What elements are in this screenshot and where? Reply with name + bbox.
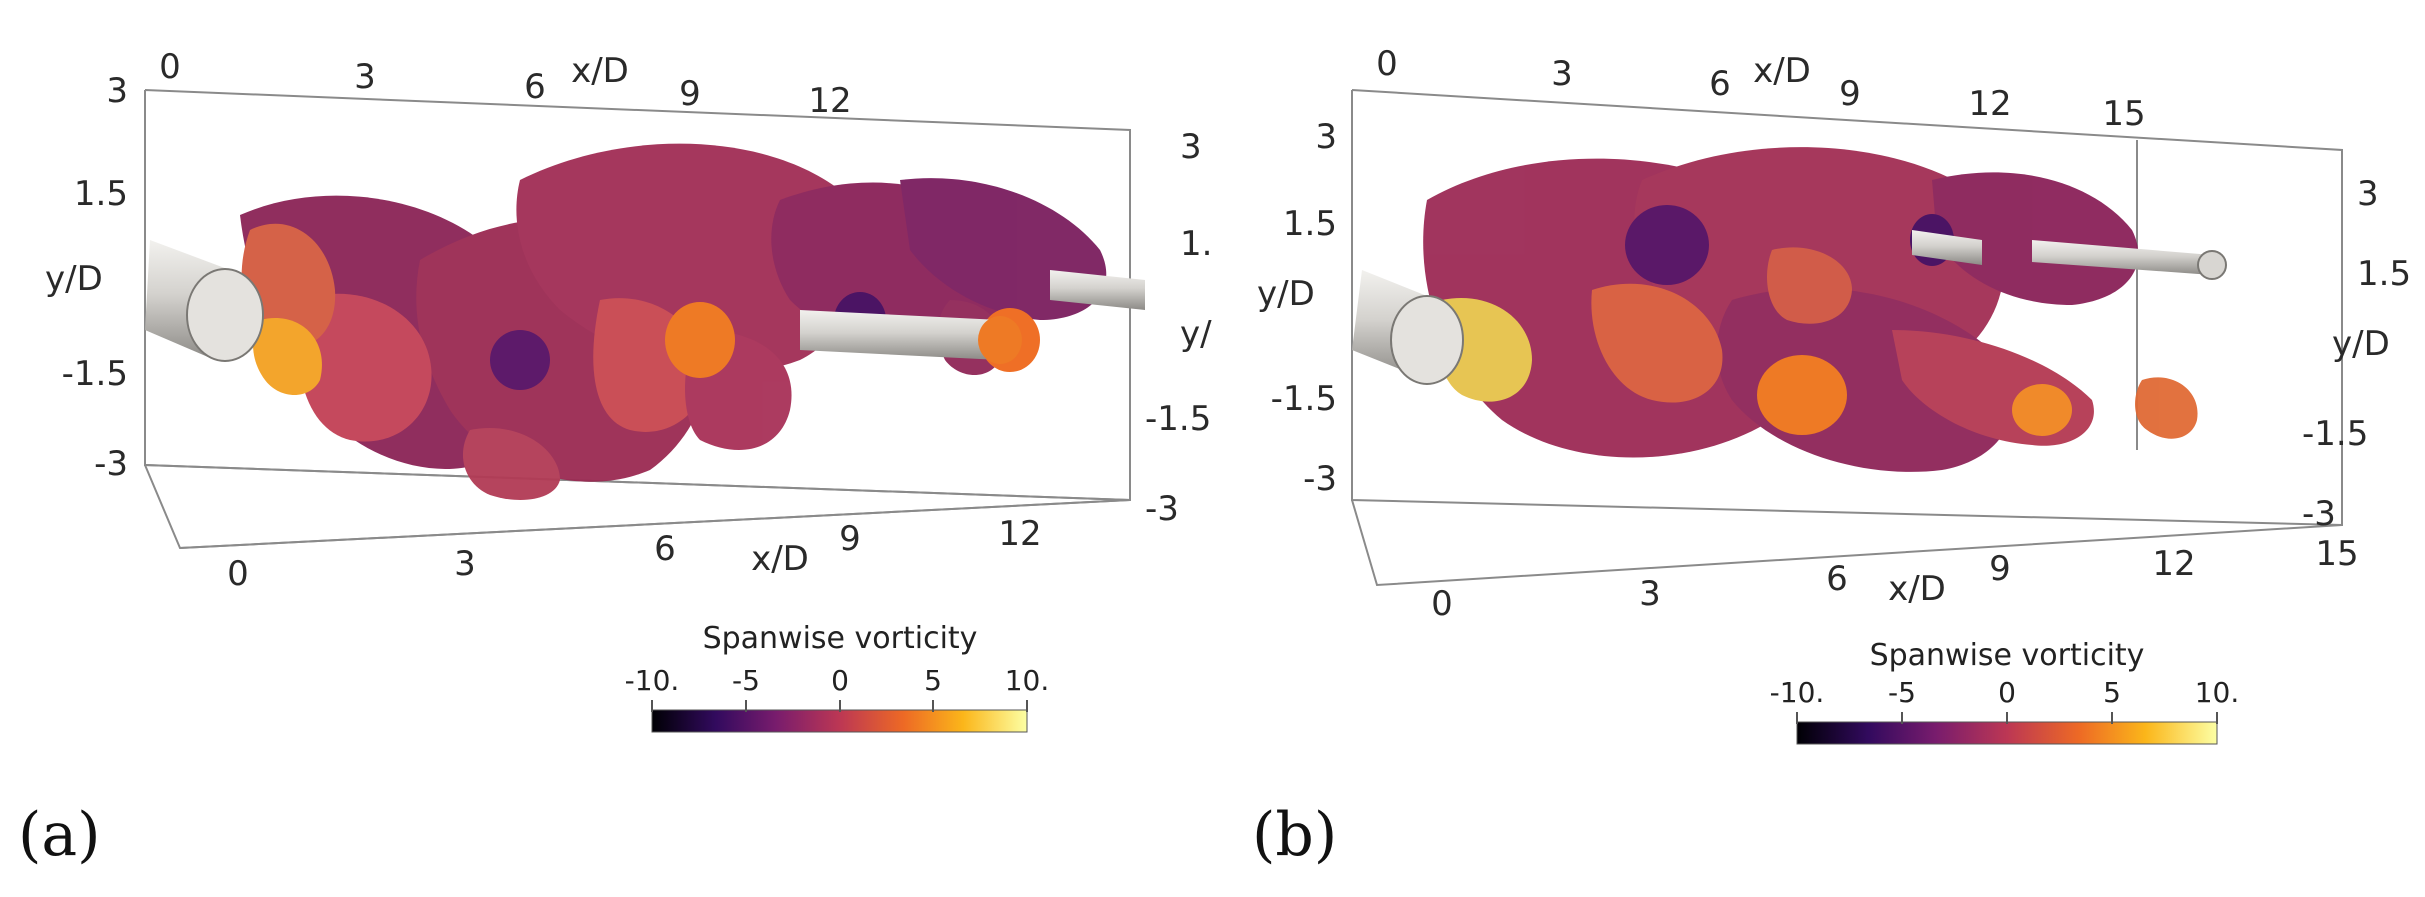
x-tick-top: 15 bbox=[2102, 94, 2145, 134]
x-tick-top: 6 bbox=[524, 67, 546, 107]
y-tick-left: -1.5 bbox=[62, 354, 128, 394]
x-ticks-top: 0 3 6 9 12 15 x/D bbox=[1376, 44, 2145, 134]
x-tick-top: 12 bbox=[1968, 84, 2011, 124]
y-tick-left: -3 bbox=[1303, 459, 1337, 499]
x-ticks-bottom: 0 3 6 9 12 x/D bbox=[227, 514, 1041, 594]
y-axis-label-left: y/D bbox=[1257, 274, 1315, 314]
colorbar-title: Spanwise vorticity bbox=[703, 621, 978, 656]
colorbar: Spanwise vorticity -10. -5 0 5 10. bbox=[1770, 638, 2240, 745]
x-tick-bottom: 0 bbox=[227, 554, 249, 594]
y-axis-label-right: y/D bbox=[1180, 314, 1212, 354]
x-tick-bottom: 3 bbox=[454, 544, 476, 584]
x-tick-bottom: 9 bbox=[1989, 549, 2011, 589]
colorbar-tick: -5 bbox=[1888, 676, 1916, 709]
x-tick-top: 3 bbox=[354, 57, 376, 97]
y-tick-right: 3 bbox=[1180, 127, 1202, 167]
x-axis-label-top: x/D bbox=[571, 51, 629, 91]
y-ticks-right: 3 1.5 -1.5 -3 y/D bbox=[1145, 127, 1212, 529]
panel-b-figure: 0 3 6 9 12 15 x/D 0 3 6 9 12 15 x/D 3 1.… bbox=[1257, 44, 2411, 745]
x-tick-bottom: 15 bbox=[2315, 534, 2358, 574]
panel-b: 0 3 6 9 12 15 x/D 0 3 6 9 12 15 x/D 3 1.… bbox=[1212, 0, 2425, 897]
colorbar-title: Spanwise vorticity bbox=[1870, 638, 2145, 673]
y-ticks-left: 3 1.5 -1.5 -3 y/D bbox=[1257, 117, 1337, 499]
colorbar-tick: 0 bbox=[1998, 676, 2016, 709]
colorbar-tick: -5 bbox=[732, 664, 760, 697]
y-tick-right: 3 bbox=[2357, 174, 2379, 214]
x-tick-top: 0 bbox=[1376, 44, 1398, 84]
y-tick-left: -3 bbox=[94, 444, 128, 484]
panel-a-figure: 0 3 6 9 12 x/D 0 3 6 9 12 x/D 3 1.5 -1.5… bbox=[45, 47, 1212, 733]
y-tick-right: -3 bbox=[2302, 494, 2336, 534]
y-axis-label-left: y/D bbox=[45, 259, 103, 299]
colorbar-tick: 5 bbox=[2103, 676, 2121, 709]
colorbar-tick: 10. bbox=[1005, 664, 1050, 697]
x-tick-bottom: 3 bbox=[1639, 574, 1661, 614]
axes-box bbox=[144, 89, 1131, 550]
x-tick-top: 0 bbox=[159, 47, 181, 87]
y-axis-label-right: y/D bbox=[2332, 324, 2390, 364]
y-tick-right: -3 bbox=[1145, 489, 1179, 529]
y-tick-right: 1.5 bbox=[1180, 224, 1212, 264]
x-tick-top: 9 bbox=[1839, 74, 1861, 114]
x-axis-label-bottom: x/D bbox=[751, 539, 809, 579]
x-tick-bottom: 12 bbox=[998, 514, 1041, 554]
vortex-cores bbox=[145, 240, 1145, 364]
x-axis-label-top: x/D bbox=[1753, 51, 1811, 91]
x-tick-bottom: 0 bbox=[1431, 584, 1453, 624]
colorbar-tick: 0 bbox=[831, 664, 849, 697]
panel-label-b: (b) bbox=[1252, 800, 1338, 870]
x-tick-top: 12 bbox=[808, 81, 851, 121]
x-tick-bottom: 9 bbox=[839, 519, 861, 559]
y-ticks-right: 3 1.5 -1.5 -3 y/D bbox=[2302, 174, 2411, 534]
x-ticks-bottom: 0 3 6 9 12 15 x/D bbox=[1431, 534, 2358, 624]
y-tick-left: 3 bbox=[106, 71, 128, 111]
y-tick-left: -1.5 bbox=[1271, 379, 1337, 419]
x-tick-top: 9 bbox=[679, 74, 701, 114]
colorbar: Spanwise vorticity -10. -5 0 5 10. bbox=[625, 621, 1050, 733]
y-tick-left: 1.5 bbox=[74, 174, 128, 214]
colorbar-tick: 10. bbox=[2195, 676, 2240, 709]
colorbar-tick: -10. bbox=[625, 664, 680, 697]
y-ticks-left: 3 1.5 -1.5 -3 y/D bbox=[45, 71, 128, 484]
x-tick-bottom: 6 bbox=[654, 529, 676, 569]
y-tick-right: 1.5 bbox=[2357, 254, 2411, 294]
colorbar-tick: -10. bbox=[1770, 676, 1825, 709]
x-tick-top: 6 bbox=[1709, 64, 1731, 104]
x-tick-bottom: 6 bbox=[1826, 559, 1848, 599]
x-axis-label-bottom: x/D bbox=[1888, 569, 1946, 609]
panel-label-a: (a) bbox=[18, 800, 101, 870]
vortex-structures bbox=[1423, 147, 2198, 472]
y-tick-right: -1.5 bbox=[1145, 399, 1211, 439]
x-tick-bottom: 12 bbox=[2152, 544, 2195, 584]
panel-a: 0 3 6 9 12 x/D 0 3 6 9 12 x/D 3 1.5 -1.5… bbox=[0, 0, 1212, 897]
y-tick-right: -1.5 bbox=[2302, 414, 2368, 454]
y-tick-left: 1.5 bbox=[1283, 204, 1337, 244]
colorbar-tick: 5 bbox=[924, 664, 942, 697]
y-tick-left: 3 bbox=[1315, 117, 1337, 157]
x-tick-top: 3 bbox=[1551, 54, 1573, 94]
x-ticks-top: 0 3 6 9 12 x/D bbox=[159, 47, 851, 121]
vortex-cores bbox=[1352, 230, 2227, 385]
